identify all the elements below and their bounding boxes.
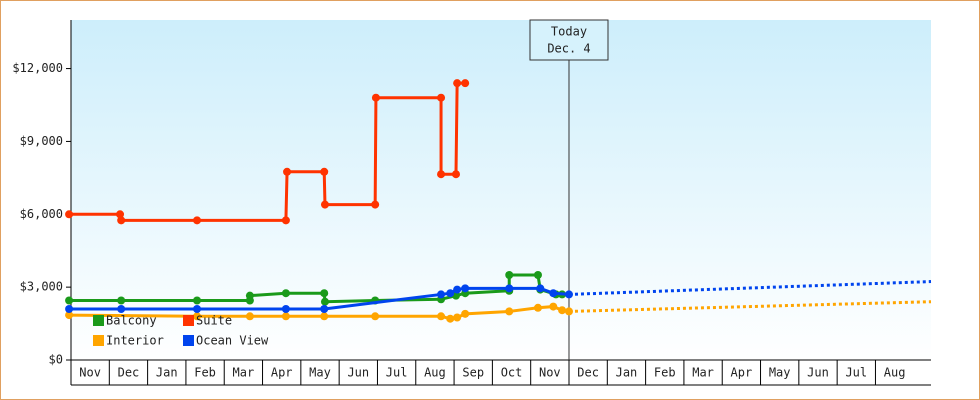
y-tick-label: $0 bbox=[49, 353, 63, 367]
x-tick-label: Apr bbox=[271, 366, 293, 380]
point bbox=[533, 271, 542, 279]
point bbox=[117, 296, 126, 305]
point bbox=[281, 216, 290, 225]
point bbox=[193, 216, 202, 225]
point bbox=[320, 305, 329, 313]
x-tick-label: Dec bbox=[577, 366, 599, 380]
point bbox=[451, 170, 460, 179]
point bbox=[320, 167, 329, 176]
point bbox=[65, 311, 74, 320]
point bbox=[65, 296, 74, 305]
x-tick-label: Jun bbox=[807, 366, 829, 380]
x-tick-label: Jul bbox=[845, 366, 867, 380]
x-tick-label: Oct bbox=[501, 366, 523, 380]
legend-label: Suite bbox=[196, 314, 232, 328]
x-tick-label: Jun bbox=[347, 366, 369, 380]
point bbox=[320, 200, 329, 209]
point bbox=[281, 305, 290, 313]
legend-label: Ocean View bbox=[196, 334, 269, 348]
point bbox=[371, 200, 380, 209]
today-label: Today bbox=[551, 25, 587, 39]
point bbox=[558, 306, 567, 315]
point bbox=[65, 210, 74, 219]
point bbox=[437, 290, 446, 299]
point bbox=[453, 79, 462, 88]
x-tick-label: Feb bbox=[654, 366, 676, 380]
x-tick-label: Jul bbox=[386, 366, 408, 380]
y-tick-label: $12,000 bbox=[12, 61, 63, 75]
legend-label: Interior bbox=[106, 334, 164, 348]
point bbox=[505, 271, 514, 279]
projection-line bbox=[568, 280, 932, 296]
point bbox=[371, 312, 380, 321]
point bbox=[453, 313, 462, 322]
point bbox=[446, 314, 455, 323]
y-tick-label: $6,000 bbox=[20, 207, 63, 221]
point bbox=[536, 284, 545, 293]
point bbox=[320, 312, 329, 321]
point bbox=[281, 312, 290, 321]
x-tick-label: Jan bbox=[156, 366, 178, 380]
point bbox=[193, 312, 202, 321]
point bbox=[461, 79, 470, 88]
legend-swatch bbox=[93, 335, 104, 346]
point bbox=[437, 312, 446, 321]
point bbox=[437, 170, 446, 179]
point bbox=[283, 167, 292, 176]
point bbox=[117, 216, 126, 225]
x-tick-label: Apr bbox=[731, 366, 753, 380]
point bbox=[505, 284, 514, 293]
point bbox=[461, 284, 470, 293]
point bbox=[564, 290, 573, 299]
x-tick-label: May bbox=[309, 366, 331, 380]
point bbox=[245, 312, 254, 321]
point bbox=[193, 305, 202, 313]
today-box bbox=[529, 19, 609, 61]
point bbox=[549, 289, 558, 298]
x-tick-label: Jan bbox=[616, 366, 638, 380]
legend-swatch bbox=[93, 315, 104, 326]
point bbox=[281, 289, 290, 298]
x-tick-label: Aug bbox=[424, 366, 446, 380]
y-tick-label: $3,000 bbox=[20, 280, 63, 294]
x-tick-label: Mar bbox=[233, 366, 255, 380]
today-date: Dec. 4 bbox=[547, 42, 590, 56]
point bbox=[437, 93, 446, 102]
point bbox=[117, 305, 126, 313]
point bbox=[549, 302, 558, 311]
point bbox=[245, 291, 254, 300]
point bbox=[116, 210, 125, 219]
legend-swatch bbox=[183, 315, 194, 326]
point bbox=[193, 296, 202, 305]
point bbox=[371, 93, 380, 102]
point bbox=[453, 285, 462, 294]
y-tick-label: $9,000 bbox=[20, 134, 63, 148]
point bbox=[461, 309, 470, 318]
x-tick-label: Mar bbox=[692, 366, 714, 380]
x-tick-label: Nov bbox=[539, 366, 561, 380]
point bbox=[505, 307, 514, 316]
point bbox=[533, 303, 542, 312]
point bbox=[564, 307, 573, 316]
point bbox=[320, 297, 329, 306]
plot-area bbox=[71, 20, 931, 360]
projection-line bbox=[568, 300, 932, 313]
x-tick-label: Dec bbox=[118, 366, 140, 380]
point bbox=[320, 289, 329, 298]
point bbox=[65, 305, 74, 313]
legend-swatch bbox=[183, 335, 194, 346]
x-tick-label: Feb bbox=[194, 366, 216, 380]
x-tick-label: Sep bbox=[462, 366, 484, 380]
x-tick-label: Nov bbox=[79, 366, 101, 380]
point bbox=[446, 289, 455, 298]
x-tick-label: May bbox=[769, 366, 791, 380]
x-tick-label: Aug bbox=[884, 366, 906, 380]
legend-label: Balcony bbox=[106, 314, 157, 328]
